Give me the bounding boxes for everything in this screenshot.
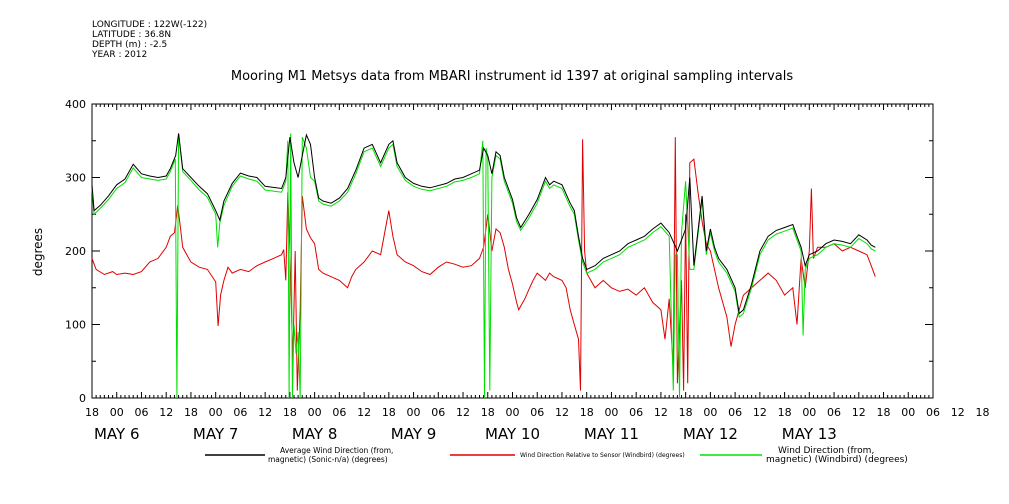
x-tick-label: 18 (778, 406, 792, 419)
series-line-1 (91, 137, 876, 391)
x-tick-label: 00 (407, 406, 421, 419)
series-line-0 (91, 133, 876, 315)
x-tick-label: 12 (951, 406, 965, 419)
metadata-longitude: LONGITUDE : 122W(-122) (92, 20, 208, 30)
x-tick-label: 06 (332, 406, 346, 419)
x-day-label: MAY 8 (292, 425, 338, 443)
x-tick-label: 18 (283, 406, 297, 419)
legend-label-2: Wind Direction (from, magnetic) (Windbird… (766, 446, 908, 465)
x-tick-label: 12 (456, 406, 470, 419)
x-tick-label: 06 (134, 406, 148, 419)
legend: Average Wind Direction (from, magnetic) (… (205, 446, 908, 465)
legend-label-1: Wind Direction Relative to Sensor (Windb… (520, 452, 685, 459)
x-tick-label: 18 (184, 406, 198, 419)
x-tick-label: 18 (382, 406, 396, 419)
legend-label-0: Average Wind Direction (from, magnetic) (… (268, 446, 393, 464)
y-axis-label: degrees (31, 228, 45, 276)
x-tick-label: 00 (703, 406, 717, 419)
x-day-label: MAY 10 (485, 425, 540, 443)
x-tick-label: 12 (555, 406, 569, 419)
x-tick-label: 06 (233, 406, 247, 419)
y-tick-label: 200 (65, 245, 86, 258)
metadata-block: LONGITUDE : 122W(-122) LATITUDE : 36.8N … (92, 20, 207, 60)
x-tick-label: 12 (852, 406, 866, 419)
y-tick-label: 300 (65, 172, 86, 185)
y-tick-label: 0 (79, 392, 86, 405)
x-tick-label: 18 (975, 406, 989, 419)
x-tick-label: 12 (753, 406, 767, 419)
x-tick-label: 18 (481, 406, 495, 419)
y-axis: 0 100 200 300 400 (65, 98, 933, 405)
x-tick-label: 00 (604, 406, 618, 419)
x-tick-label: 00 (506, 406, 520, 419)
x-day-label: MAY 12 (683, 425, 738, 443)
y-tick-label: 400 (65, 98, 86, 111)
metadata-depth: DEPTH (m) : -2.5 (92, 40, 168, 50)
chart-title: Mooring M1 Metsys data from MBARI instru… (231, 69, 793, 84)
x-tick-label: 18 (85, 406, 99, 419)
series-line-2 (91, 133, 876, 399)
x-axis: 18 00 06 12 18 00 06 12 18 00 06 12 18 00 06 12 18 00 06 12… (85, 104, 989, 443)
x-tick-label: 18 (580, 406, 594, 419)
y-tick-label: 100 (65, 319, 86, 332)
x-tick-label: 12 (159, 406, 173, 419)
legend-label-line: magnetic) (Windbird) (degrees) (766, 455, 908, 465)
x-tick-label: 00 (308, 406, 322, 419)
x-day-label: MAY 11 (584, 425, 639, 443)
x-tick-label: 00 (209, 406, 223, 419)
x-tick-label: 06 (926, 406, 940, 419)
legend-label-line: magnetic) (Sonic-n/a) (degrees) (268, 455, 388, 464)
x-tick-label: 06 (530, 406, 544, 419)
metadata-latitude: LATITUDE : 36.8N (92, 30, 172, 40)
x-tick-label: 12 (357, 406, 371, 419)
x-day-label: MAY 9 (391, 425, 437, 443)
legend-label-line: Average Wind Direction (from, (280, 446, 393, 455)
x-tick-label: 00 (901, 406, 915, 419)
x-day-label: MAY 7 (193, 425, 239, 443)
x-tick-label: 18 (877, 406, 891, 419)
x-tick-label: 12 (258, 406, 272, 419)
x-day-label: MAY 6 (94, 425, 140, 443)
x-tick-label: 18 (679, 406, 693, 419)
x-day-label: MAY 13 (782, 425, 837, 443)
x-tick-label: 06 (728, 406, 742, 419)
x-tick-label: 06 (431, 406, 445, 419)
x-tick-label: 06 (629, 406, 643, 419)
x-tick-label: 06 (827, 406, 841, 419)
x-tick-label: 00 (110, 406, 124, 419)
series-layer (91, 133, 876, 399)
x-tick-label: 00 (802, 406, 816, 419)
plot-frame (91, 103, 934, 399)
legend-label-line: Wind Direction (from, (778, 446, 874, 456)
x-tick-label: 12 (654, 406, 668, 419)
metadata-year: YEAR : 2012 (92, 50, 148, 60)
